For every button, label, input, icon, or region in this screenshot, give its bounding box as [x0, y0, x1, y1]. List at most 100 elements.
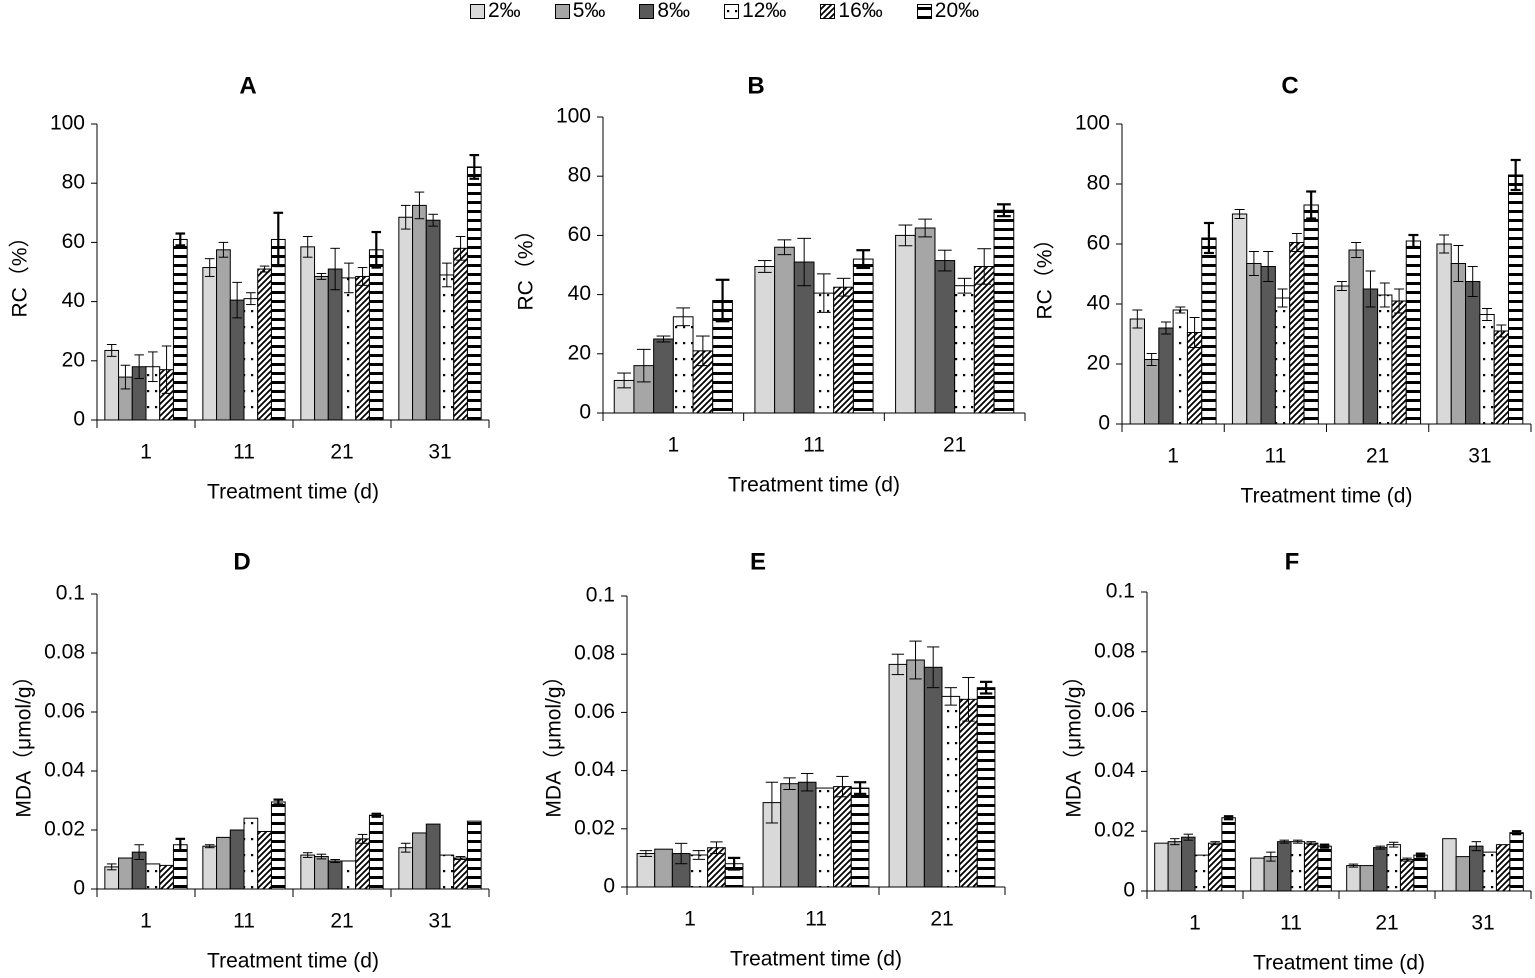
- bar-c-21-s8: [1362, 288, 1379, 425]
- bar-a-11-s12: [243, 298, 259, 421]
- bar-d-31-s5: [412, 832, 427, 890]
- x-tick-label: 31: [1468, 445, 1491, 468]
- bar-e-1-s2: [636, 853, 656, 888]
- bar-d-11-s8: [229, 829, 245, 890]
- legend: 2‰ 5‰ 8‰ 12‰ 16‰ 20‰: [470, 0, 1013, 22]
- bar-c-11-s2: [1231, 213, 1248, 425]
- bar-c-21-s5: [1348, 249, 1364, 425]
- x-tick-label: 31: [1471, 912, 1494, 935]
- bar-c-1-s12: [1172, 309, 1188, 425]
- x-tick-label: 1: [140, 441, 152, 464]
- bar-b-11-s5: [774, 246, 795, 414]
- bar-f-11-s16: [1303, 842, 1319, 892]
- y-tick-label: 0.02: [44, 818, 85, 841]
- bar-e-1-s5: [654, 848, 673, 888]
- legend-label: 20‰: [934, 0, 980, 22]
- bar-c-11-s12: [1274, 297, 1291, 425]
- bar-d-1-s12: [145, 863, 161, 890]
- y-axis-label: MDA（μmol/g）: [543, 665, 566, 817]
- y-tick-label: 0.06: [44, 700, 85, 723]
- bar-e-11-s20: [850, 787, 870, 888]
- y-axis-label: RC（%）: [9, 226, 32, 317]
- legend-label: 2‰: [488, 0, 521, 22]
- bar-f-1-s2: [1154, 842, 1169, 892]
- y-axis-label: MDA（μmol/g）: [13, 665, 36, 817]
- bar-d-11-s12: [243, 817, 259, 890]
- x-tick-label: 21: [930, 908, 953, 931]
- y-tick-label: 40: [568, 282, 591, 305]
- x-tick-label: 31: [428, 441, 451, 464]
- bar-f-31-s5: [1455, 856, 1471, 892]
- bar-d-21-s5: [314, 856, 329, 890]
- legend-swatch: [916, 3, 932, 19]
- y-tick-label: 0: [1098, 412, 1110, 435]
- y-tick-label: 20: [62, 348, 85, 371]
- y-tick-label: 100: [1075, 112, 1110, 135]
- bar-e-21-s5: [906, 659, 925, 888]
- y-tick-label: 0.02: [1094, 819, 1135, 842]
- bar-b-21-s12: [954, 285, 975, 414]
- bar-c-31-s8: [1465, 281, 1481, 425]
- bar-d-21-s8: [327, 860, 343, 890]
- bar-c-31-s20: [1508, 174, 1524, 425]
- x-tick-label: 21: [1375, 912, 1398, 935]
- bar-f-11-s5: [1263, 856, 1279, 892]
- bar-c-11-s5: [1246, 263, 1262, 425]
- y-tick-label: 100: [50, 112, 85, 135]
- bar-e-11-s8: [797, 781, 817, 888]
- bar-a-21-s12: [341, 277, 357, 421]
- bar-c-11-s20: [1303, 204, 1319, 425]
- bar-c-1-s8: [1158, 327, 1174, 425]
- bar-f-21-s12: [1386, 844, 1401, 892]
- y-tick-label: 0.1: [586, 584, 615, 607]
- x-tick-label: 21: [330, 441, 353, 464]
- bar-a-11-s16: [257, 268, 272, 421]
- bar-c-31-s2: [1436, 243, 1452, 425]
- y-tick-label: 80: [1087, 172, 1110, 195]
- bar-f-1-s5: [1167, 841, 1183, 892]
- bar-d-31-s8: [425, 823, 441, 890]
- y-tick-label: 0.02: [574, 816, 615, 839]
- x-tick-label: 1: [140, 910, 152, 933]
- y-tick-label: 0.1: [1106, 580, 1135, 603]
- bar-c-21-s2: [1334, 285, 1350, 425]
- bar-f-21-s2: [1346, 865, 1361, 892]
- bar-f-21-s8: [1373, 847, 1388, 892]
- y-tick-label: 0.06: [574, 700, 615, 723]
- bar-a-21-s5: [314, 275, 329, 421]
- y-axis-label: RC（%）: [1034, 228, 1057, 319]
- legend-label: 8‰: [657, 0, 691, 22]
- y-tick-label: 0.04: [44, 759, 85, 782]
- x-tick-label: 11: [233, 910, 255, 933]
- bar-d-11-s5: [216, 836, 231, 890]
- bar-c-1-s5: [1143, 359, 1160, 425]
- legend-item-s12: 12‰: [724, 0, 786, 23]
- bar-f-31-s16: [1495, 844, 1511, 892]
- y-tick-label: 80: [568, 164, 591, 187]
- bar-a-31-s2: [398, 216, 414, 421]
- y-tick-label: 80: [62, 171, 85, 194]
- bar-e-11-s16: [833, 786, 852, 888]
- bar-a-11-s2: [202, 267, 218, 421]
- legend-item-s16: 16‰: [820, 0, 883, 23]
- y-tick-label: 0: [73, 877, 85, 900]
- legend-label: 12‰: [742, 0, 787, 22]
- bar-c-31-s5: [1450, 263, 1467, 425]
- x-tick-label: 1: [684, 908, 696, 931]
- y-tick-label: 60: [1087, 232, 1110, 255]
- panel-title: E: [750, 548, 766, 575]
- bar-f-1-s16: [1207, 842, 1223, 892]
- bar-c-21-s12: [1377, 294, 1393, 425]
- bar-a-31-s16: [453, 247, 468, 421]
- x-tick-label: 21: [1366, 445, 1389, 468]
- bar-f-21-s5: [1359, 865, 1375, 892]
- x-axis-label: Treatment time (d): [1253, 952, 1425, 975]
- bar-c-1-s2: [1129, 318, 1145, 425]
- bar-d-21-s2: [300, 854, 316, 890]
- bar-a-31-s8: [425, 219, 441, 421]
- y-tick-label: 0.04: [1094, 759, 1135, 782]
